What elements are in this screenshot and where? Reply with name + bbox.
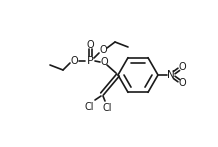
Text: O: O [99,45,107,55]
Text: P: P [87,56,93,66]
Text: O: O [178,78,186,88]
Text: N: N [167,70,175,80]
Text: O: O [178,62,186,72]
Text: O: O [86,40,94,50]
Text: O: O [100,57,108,67]
Text: Cl: Cl [102,103,112,113]
Text: Cl: Cl [84,102,94,112]
Text: O: O [70,56,78,66]
